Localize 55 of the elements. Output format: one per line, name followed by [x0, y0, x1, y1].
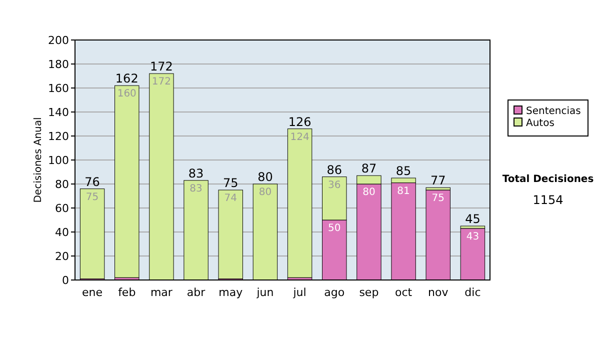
total-label: 85: [396, 164, 412, 178]
x-tick-label: nov: [428, 286, 449, 299]
total-label: 87: [361, 162, 377, 176]
x-tick-label: dic: [464, 286, 481, 299]
total-label: 172: [150, 60, 173, 74]
y-tick-label: 140: [48, 106, 69, 119]
y-tick-label: 200: [48, 34, 69, 47]
y-tick-label: 20: [55, 250, 69, 263]
bar: [287, 128, 312, 278]
total-label: 76: [84, 174, 100, 189]
y-tick-label: 60: [55, 202, 69, 215]
text: Total Decisiones: [502, 174, 594, 185]
total-label: 83: [188, 166, 204, 180]
data-label: 50: [328, 223, 341, 234]
bar: [114, 85, 140, 278]
data-label: 80: [258, 187, 272, 198]
data-label: 36: [328, 180, 341, 191]
legend-label: Autos: [526, 118, 554, 129]
x-tick-label: oct: [394, 286, 413, 299]
y-tick-label: 80: [55, 178, 69, 191]
data-label: 80: [362, 187, 376, 198]
data-label: 172: [152, 76, 172, 88]
total-label: 45: [465, 212, 480, 226]
x-tick-label: ago: [324, 286, 345, 299]
total-label: 126: [288, 114, 312, 129]
y-tick-label: 100: [48, 154, 69, 167]
x-tick-label: mar: [150, 286, 173, 299]
x-tick-label: jul: [292, 286, 306, 299]
text: 1154: [532, 193, 564, 207]
data-label: 124: [290, 132, 310, 143]
legend-label: Sentencias: [526, 106, 581, 117]
y-tick-label: 0: [62, 274, 69, 287]
x-tick-label: feb: [118, 286, 136, 299]
x-tick-label: may: [218, 286, 244, 299]
data-label: 83: [190, 183, 202, 194]
total-label: 75: [222, 176, 238, 190]
y-tick-label: 180: [48, 58, 69, 71]
data-label: 75: [432, 193, 444, 204]
y-tick-label: 160: [48, 82, 69, 95]
data-label: 160: [117, 88, 136, 100]
total-label: 77: [430, 174, 446, 188]
x-tick-label: jun: [256, 286, 274, 299]
x-tick-label: sep: [359, 286, 379, 299]
x-tick-label: abr: [186, 286, 206, 299]
data-label: 75: [86, 192, 99, 203]
total-label: 162: [115, 72, 138, 86]
total-label: 86: [326, 162, 342, 177]
data-label: 43: [466, 231, 480, 242]
x-tick-label: ene: [82, 286, 103, 299]
y-tick-label: 120: [48, 130, 69, 143]
y-axis-title: Decisiones Anual: [33, 117, 44, 203]
data-label: 74: [224, 193, 237, 204]
data-label: 81: [397, 186, 410, 197]
y-tick-label: 40: [55, 226, 69, 239]
total-label: 80: [258, 170, 273, 184]
